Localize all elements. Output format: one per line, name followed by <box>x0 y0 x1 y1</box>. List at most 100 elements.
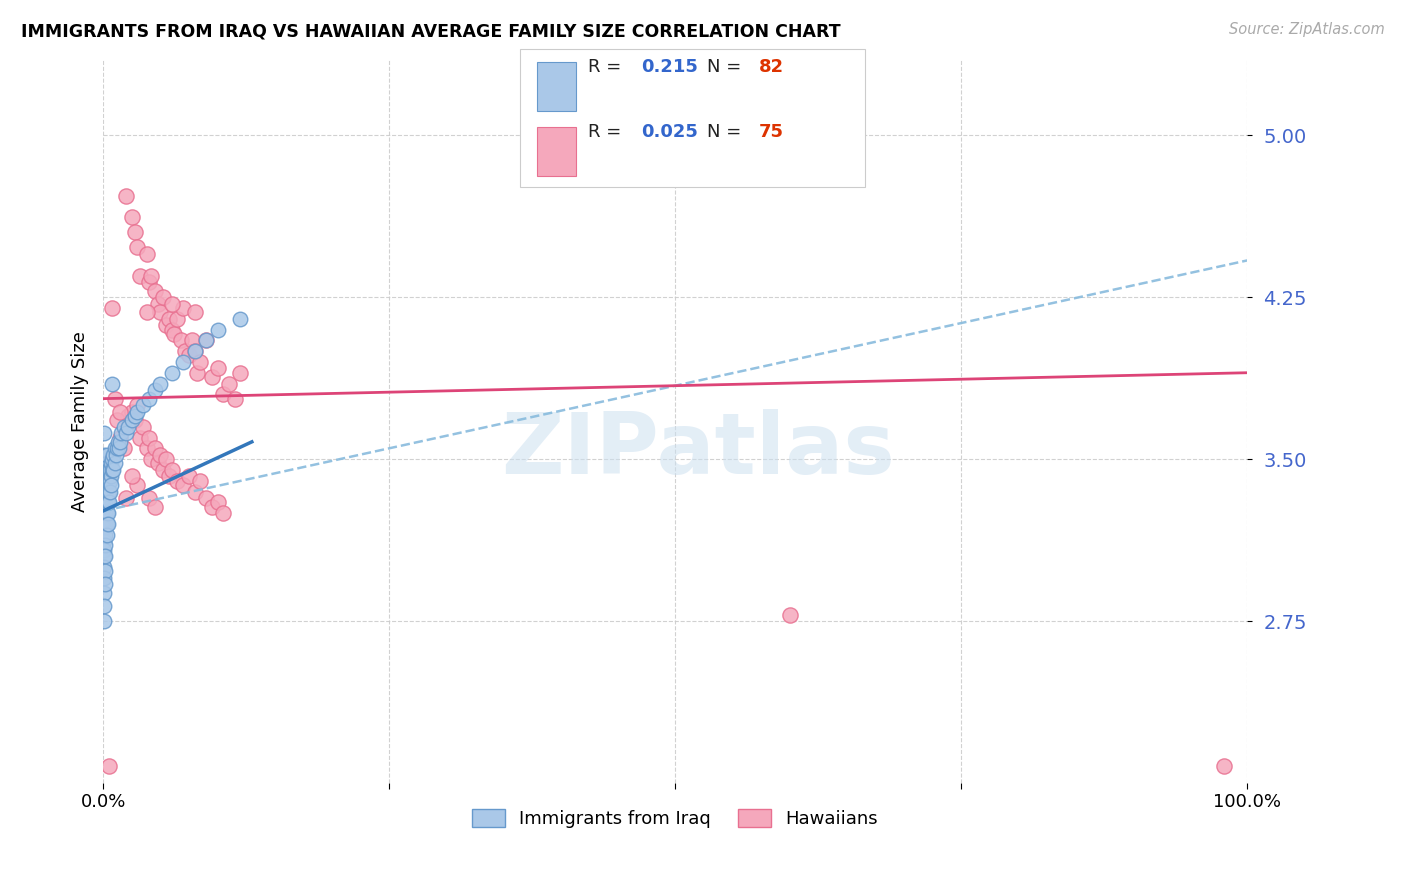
Text: 82: 82 <box>759 58 785 76</box>
Hawaiians <box>121 469 143 483</box>
Immigrants from Iraq <box>110 426 132 441</box>
Hawaiians <box>152 290 174 304</box>
Immigrants from Iraq <box>127 404 149 418</box>
Immigrants from Iraq <box>94 516 117 531</box>
Hawaiians <box>135 442 157 456</box>
Hawaiians <box>159 311 181 326</box>
Immigrants from Iraq <box>143 383 166 397</box>
Hawaiians <box>183 484 205 499</box>
Immigrants from Iraq <box>132 398 155 412</box>
Hawaiians <box>143 284 166 298</box>
Immigrants from Iraq <box>108 442 131 456</box>
Immigrants from Iraq <box>96 457 118 471</box>
Immigrants from Iraq <box>97 484 120 499</box>
Immigrants from Iraq <box>94 506 117 520</box>
Immigrants from Iraq <box>94 527 117 541</box>
Immigrants from Iraq <box>93 560 115 574</box>
Hawaiians <box>101 301 124 315</box>
Immigrants from Iraq <box>93 500 115 514</box>
Hawaiians <box>143 500 166 514</box>
Hawaiians <box>124 225 146 239</box>
Immigrants from Iraq <box>96 506 118 520</box>
Immigrants from Iraq <box>97 474 120 488</box>
Immigrants from Iraq <box>94 577 117 591</box>
Text: R =: R = <box>588 58 627 76</box>
Hawaiians <box>195 334 218 348</box>
Hawaiians <box>143 442 166 456</box>
Immigrants from Iraq <box>94 549 117 564</box>
Immigrants from Iraq <box>93 448 115 462</box>
Hawaiians <box>121 211 143 225</box>
Hawaiians <box>155 452 177 467</box>
Immigrants from Iraq <box>97 516 120 531</box>
Hawaiians <box>229 366 252 380</box>
Immigrants from Iraq <box>107 434 129 449</box>
Hawaiians <box>186 366 208 380</box>
Immigrants from Iraq <box>93 469 115 483</box>
Immigrants from Iraq <box>98 484 121 499</box>
Hawaiians <box>160 296 183 310</box>
Immigrants from Iraq <box>105 442 128 456</box>
Hawaiians <box>207 361 229 376</box>
Immigrants from Iraq <box>97 495 120 509</box>
Hawaiians <box>115 419 138 434</box>
Hawaiians <box>166 474 188 488</box>
Immigrants from Iraq <box>100 478 122 492</box>
Immigrants from Iraq <box>160 366 183 380</box>
Immigrants from Iraq <box>138 392 160 406</box>
Immigrants from Iraq <box>94 484 117 499</box>
Immigrants from Iraq <box>93 549 115 564</box>
Hawaiians <box>128 268 150 283</box>
Hawaiians <box>201 500 224 514</box>
Immigrants from Iraq <box>97 474 120 488</box>
Hawaiians <box>160 463 183 477</box>
Immigrants from Iraq <box>104 448 127 462</box>
Hawaiians <box>112 442 135 456</box>
Hawaiians <box>103 392 125 406</box>
Immigrants from Iraq <box>172 355 194 369</box>
Hawaiians <box>110 430 132 444</box>
Hawaiians <box>170 334 193 348</box>
Text: N =: N = <box>707 58 747 76</box>
Immigrants from Iraq <box>96 478 118 492</box>
Immigrants from Iraq <box>121 413 143 427</box>
Hawaiians <box>181 334 204 348</box>
Hawaiians <box>127 240 149 254</box>
Hawaiians <box>127 398 149 412</box>
Immigrants from Iraq <box>195 334 218 348</box>
Immigrants from Iraq <box>103 457 125 471</box>
Immigrants from Iraq <box>207 322 229 336</box>
Immigrants from Iraq <box>93 542 115 557</box>
Immigrants from Iraq <box>93 478 115 492</box>
Hawaiians <box>177 469 200 483</box>
Hawaiians <box>141 452 163 467</box>
Text: 0.025: 0.025 <box>641 123 697 141</box>
Text: IMMIGRANTS FROM IRAQ VS HAWAIIAN AVERAGE FAMILY SIZE CORRELATION CHART: IMMIGRANTS FROM IRAQ VS HAWAIIAN AVERAGE… <box>21 22 841 40</box>
Hawaiians <box>135 305 157 319</box>
Immigrants from Iraq <box>93 512 115 526</box>
Immigrants from Iraq <box>94 539 117 553</box>
Hawaiians <box>212 387 235 401</box>
Immigrants from Iraq <box>101 463 124 477</box>
Hawaiians <box>183 344 205 359</box>
Text: 75: 75 <box>759 123 785 141</box>
Hawaiians <box>138 491 160 505</box>
Immigrants from Iraq <box>96 469 118 483</box>
Immigrants from Iraq <box>100 457 122 471</box>
Hawaiians <box>172 301 194 315</box>
Immigrants from Iraq <box>101 376 124 391</box>
Hawaiians <box>224 392 246 406</box>
Immigrants from Iraq <box>96 484 118 499</box>
Text: Source: ZipAtlas.com: Source: ZipAtlas.com <box>1229 22 1385 37</box>
Hawaiians <box>201 370 224 384</box>
Text: ZIPatlas: ZIPatlas <box>501 409 894 491</box>
Immigrants from Iraq <box>183 344 205 359</box>
Hawaiians <box>117 409 139 423</box>
Hawaiians <box>149 448 172 462</box>
Hawaiians <box>166 311 188 326</box>
Hawaiians <box>141 268 163 283</box>
Hawaiians <box>115 188 138 202</box>
Immigrants from Iraq <box>124 409 146 423</box>
Immigrants from Iraq <box>93 426 115 441</box>
Hawaiians <box>105 413 128 427</box>
